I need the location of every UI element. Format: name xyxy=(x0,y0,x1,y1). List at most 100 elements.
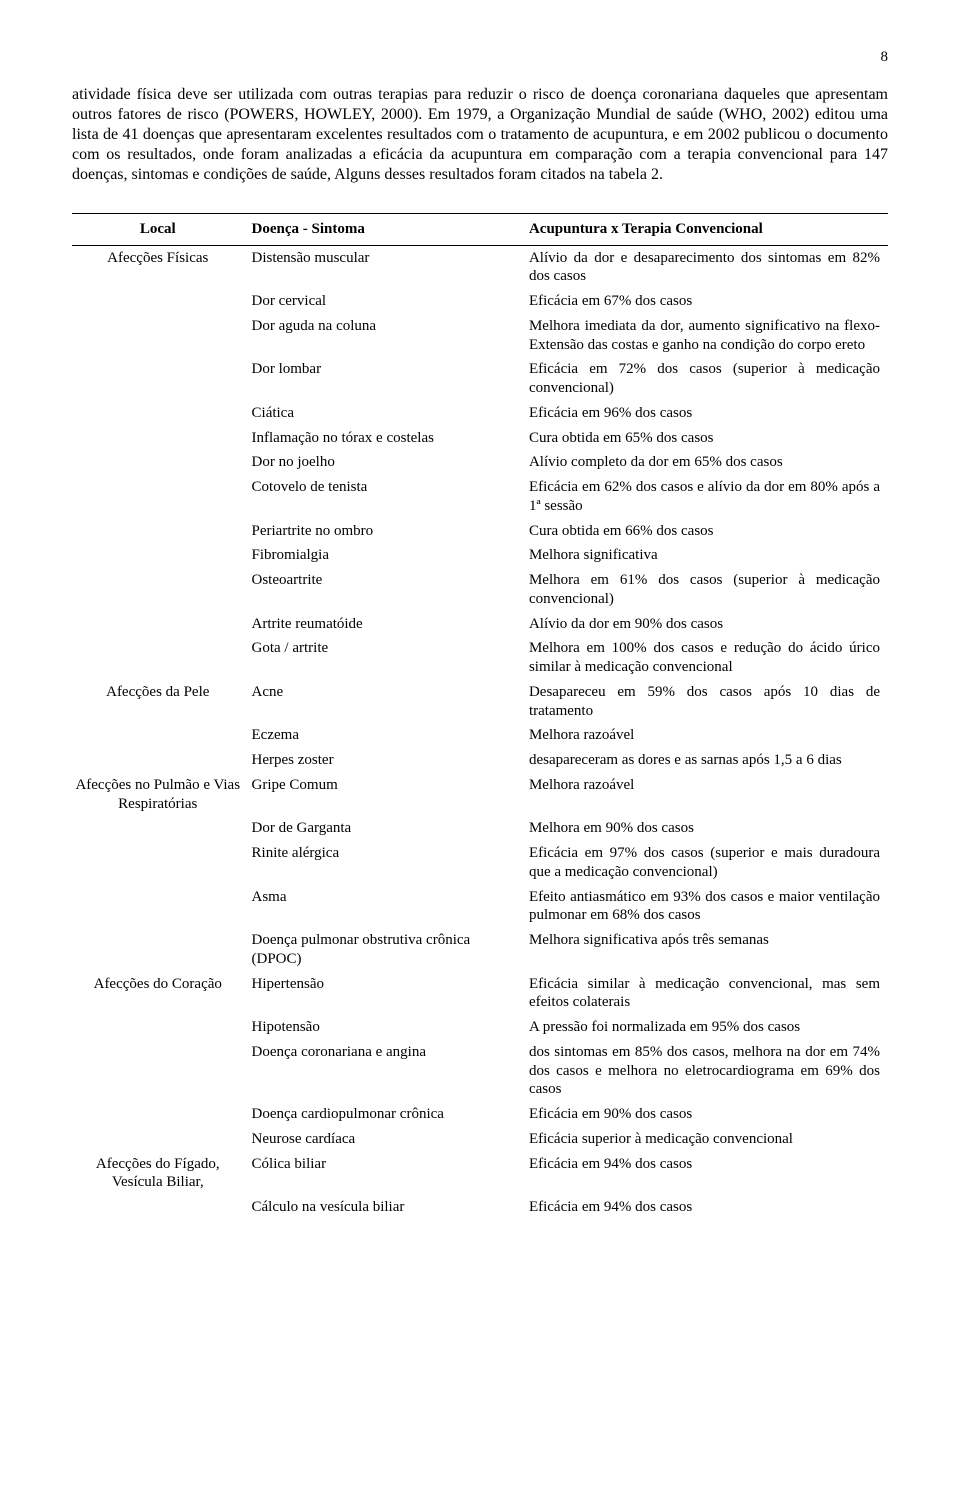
cell-sintoma: Distensão muscular xyxy=(252,245,529,289)
cell-result: Efeito antiasmático em 93% dos casos e m… xyxy=(529,885,888,929)
cell-local xyxy=(72,816,252,841)
cell-local xyxy=(72,568,252,612)
col-header-result: Acupuntura x Terapia Convencional xyxy=(529,213,888,245)
cell-local xyxy=(72,748,252,773)
cell-result: dos sintomas em 85% dos casos, melhora n… xyxy=(529,1040,888,1102)
table-row: Herpes zosterdesapareceram as dores e as… xyxy=(72,748,888,773)
cell-local xyxy=(72,357,252,401)
cell-result: Eficácia em 67% dos casos xyxy=(529,289,888,314)
cell-result: Melhora em 61% dos casos (superior à med… xyxy=(529,568,888,612)
cell-local xyxy=(72,841,252,885)
cell-local: Afecções no Pulmão e Vias Respiratórias xyxy=(72,773,252,817)
cell-sintoma: Eczema xyxy=(252,723,529,748)
cell-sintoma: Osteoartrite xyxy=(252,568,529,612)
cell-result: Melhora significativa após três semanas xyxy=(529,928,888,972)
table-row: OsteoartriteMelhora em 61% dos casos (su… xyxy=(72,568,888,612)
table-row: Inflamação no tórax e costelasCura obtid… xyxy=(72,426,888,451)
cell-local: Afecções da Pele xyxy=(72,680,252,724)
table-row: HipotensãoA pressão foi normalizada em 9… xyxy=(72,1015,888,1040)
cell-result: Alívio da dor e desaparecimento dos sint… xyxy=(529,245,888,289)
cell-local xyxy=(72,928,252,972)
cell-local xyxy=(72,475,252,519)
table-row: Artrite reumatóideAlívio da dor em 90% d… xyxy=(72,612,888,637)
cell-local xyxy=(72,314,252,358)
table-row: Periartrite no ombroCura obtida em 66% d… xyxy=(72,519,888,544)
cell-local xyxy=(72,450,252,475)
cell-local xyxy=(72,401,252,426)
col-header-sintoma: Doença - Sintoma xyxy=(252,213,529,245)
table-row: Afecções do Fígado, Vesícula Biliar,Cóli… xyxy=(72,1152,888,1196)
table-header-row: Local Doença - Sintoma Acupuntura x Tera… xyxy=(72,213,888,245)
cell-local xyxy=(72,289,252,314)
cell-result: Eficácia em 62% dos casos e alívio da do… xyxy=(529,475,888,519)
cell-local xyxy=(72,1015,252,1040)
cell-sintoma: Dor cervical xyxy=(252,289,529,314)
cell-local xyxy=(72,1127,252,1152)
cell-sintoma: Cálculo na vesícula biliar xyxy=(252,1195,529,1220)
table-row: AsmaEfeito antiasmático em 93% dos casos… xyxy=(72,885,888,929)
cell-result: Desapareceu em 59% dos casos após 10 dia… xyxy=(529,680,888,724)
page-number: 8 xyxy=(72,48,888,67)
cell-result: Eficácia similar à medicação convenciona… xyxy=(529,972,888,1016)
intro-paragraph: atividade física deve ser utilizada com … xyxy=(72,85,888,185)
cell-local: Afecções do Coração xyxy=(72,972,252,1016)
table-row: Gota / artriteMelhora em 100% dos casos … xyxy=(72,636,888,680)
cell-result: Eficácia em 96% dos casos xyxy=(529,401,888,426)
cell-sintoma: Herpes zoster xyxy=(252,748,529,773)
cell-sintoma: Doença coronariana e angina xyxy=(252,1040,529,1102)
cell-local xyxy=(72,519,252,544)
cell-result: Eficácia em 72% dos casos (superior à me… xyxy=(529,357,888,401)
cell-sintoma: Ciática xyxy=(252,401,529,426)
table-row: Doença coronariana e anginados sintomas … xyxy=(72,1040,888,1102)
cell-sintoma: Doença cardiopulmonar crônica xyxy=(252,1102,529,1127)
cell-sintoma: Dor no joelho xyxy=(252,450,529,475)
cell-sintoma: Cotovelo de tenista xyxy=(252,475,529,519)
cell-sintoma: Fibromialgia xyxy=(252,543,529,568)
table-row: Cálculo na vesícula biliarEficácia em 94… xyxy=(72,1195,888,1220)
cell-local: Afecções do Fígado, Vesícula Biliar, xyxy=(72,1152,252,1196)
table-row: Afecções no Pulmão e Vias RespiratóriasG… xyxy=(72,773,888,817)
cell-local xyxy=(72,543,252,568)
cell-result: Eficácia em 94% dos casos xyxy=(529,1152,888,1196)
cell-local xyxy=(72,1040,252,1102)
cell-local xyxy=(72,612,252,637)
cell-result: Alívio da dor em 90% dos casos xyxy=(529,612,888,637)
cell-result: Melhora em 100% dos casos e redução do á… xyxy=(529,636,888,680)
cell-result: Cura obtida em 65% dos casos xyxy=(529,426,888,451)
cell-local xyxy=(72,426,252,451)
results-table: Local Doença - Sintoma Acupuntura x Tera… xyxy=(72,213,888,1220)
table-row: Cotovelo de tenistaEficácia em 62% dos c… xyxy=(72,475,888,519)
cell-local xyxy=(72,885,252,929)
table-row: FibromialgiaMelhora significativa xyxy=(72,543,888,568)
cell-local xyxy=(72,636,252,680)
cell-sintoma: Inflamação no tórax e costelas xyxy=(252,426,529,451)
cell-result: A pressão foi normalizada em 95% dos cas… xyxy=(529,1015,888,1040)
cell-sintoma: Rinite alérgica xyxy=(252,841,529,885)
table-row: Dor no joelhoAlívio completo da dor em 6… xyxy=(72,450,888,475)
cell-result: desapareceram as dores e as sarnas após … xyxy=(529,748,888,773)
cell-result: Melhora significativa xyxy=(529,543,888,568)
table-row: Dor aguda na colunaMelhora imediata da d… xyxy=(72,314,888,358)
cell-sintoma: Gota / artrite xyxy=(252,636,529,680)
cell-result: Melhora imediata da dor, aumento signifi… xyxy=(529,314,888,358)
table-row: Doença pulmonar obstrutiva crônica (DPOC… xyxy=(72,928,888,972)
cell-local xyxy=(72,1195,252,1220)
cell-result: Alívio completo da dor em 65% dos casos xyxy=(529,450,888,475)
cell-local xyxy=(72,1102,252,1127)
col-header-local: Local xyxy=(72,213,252,245)
cell-sintoma: Dor de Garganta xyxy=(252,816,529,841)
cell-sintoma: Asma xyxy=(252,885,529,929)
table-row: EczemaMelhora razoável xyxy=(72,723,888,748)
cell-result: Eficácia em 90% dos casos xyxy=(529,1102,888,1127)
cell-sintoma: Dor lombar xyxy=(252,357,529,401)
cell-result: Eficácia em 94% dos casos xyxy=(529,1195,888,1220)
table-row: Afecções FísicasDistensão muscularAlívio… xyxy=(72,245,888,289)
cell-sintoma: Acne xyxy=(252,680,529,724)
cell-local: Afecções Físicas xyxy=(72,245,252,289)
cell-sintoma: Dor aguda na coluna xyxy=(252,314,529,358)
cell-sintoma: Neurose cardíaca xyxy=(252,1127,529,1152)
cell-sintoma: Cólica biliar xyxy=(252,1152,529,1196)
table-row: Neurose cardíacaEficácia superior à medi… xyxy=(72,1127,888,1152)
cell-result: Eficácia em 97% dos casos (superior e ma… xyxy=(529,841,888,885)
table-row: Rinite alérgicaEficácia em 97% dos casos… xyxy=(72,841,888,885)
